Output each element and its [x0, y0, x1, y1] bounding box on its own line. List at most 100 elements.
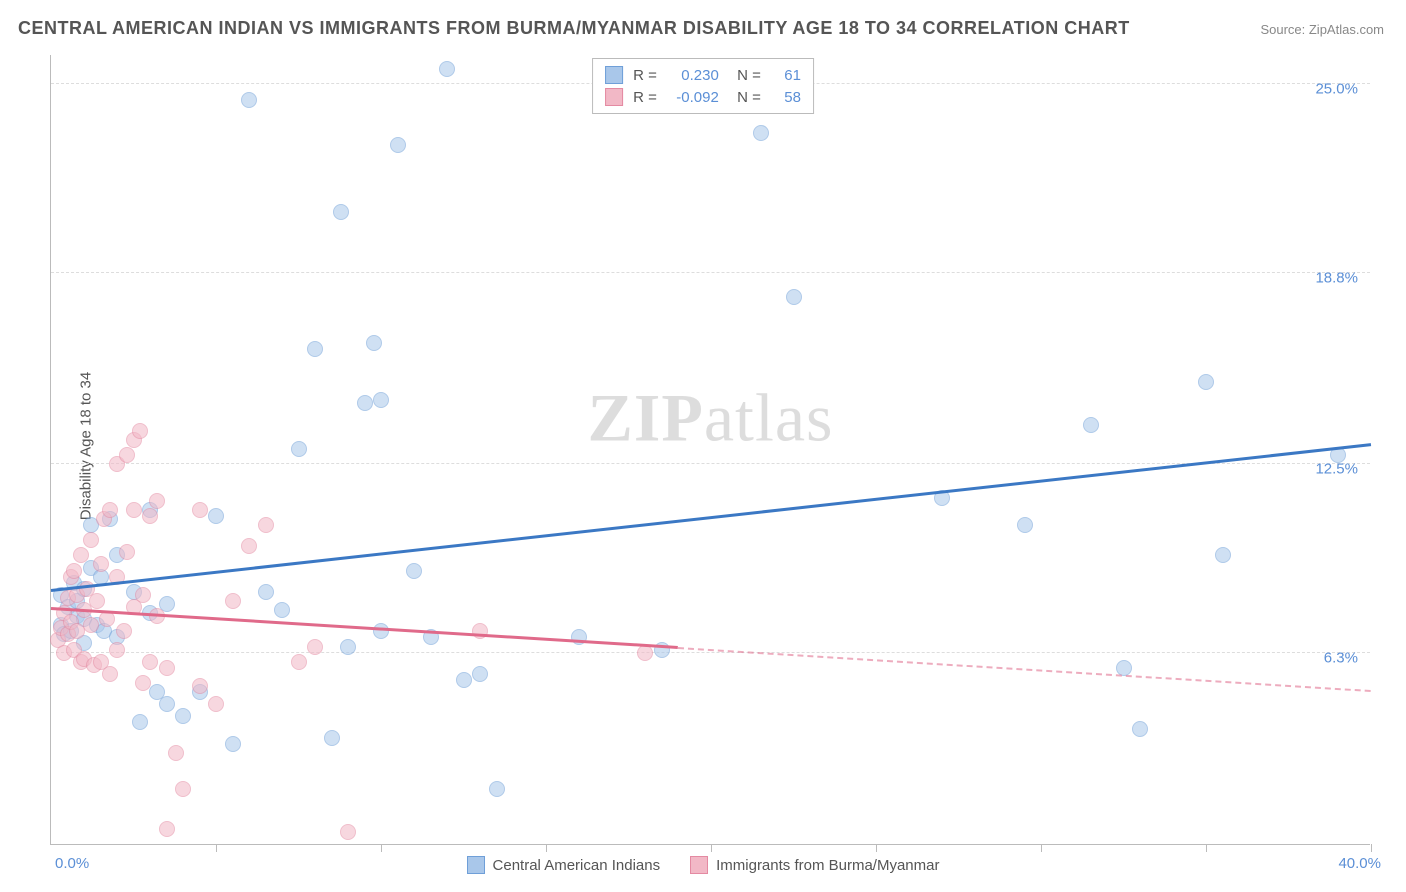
data-point: [102, 502, 118, 518]
x-tick: [876, 844, 877, 852]
data-point: [373, 623, 389, 639]
data-point: [366, 335, 382, 351]
data-point: [1083, 417, 1099, 433]
data-point: [324, 730, 340, 746]
x-tick: [1206, 844, 1207, 852]
data-point: [119, 544, 135, 560]
watermark-atlas: atlas: [704, 379, 834, 455]
data-point: [208, 696, 224, 712]
data-point: [340, 639, 356, 655]
trend-line: [51, 443, 1371, 592]
data-point: [73, 547, 89, 563]
legend-label: Central American Indians: [493, 857, 661, 874]
x-tick: [381, 844, 382, 852]
legend-r-label: R =: [633, 67, 657, 84]
data-point: [1017, 517, 1033, 533]
data-point: [1132, 721, 1148, 737]
data-point: [307, 639, 323, 655]
data-point: [258, 584, 274, 600]
data-point: [159, 821, 175, 837]
x-tick: [546, 844, 547, 852]
legend-n-label: N =: [729, 89, 761, 106]
data-point: [135, 587, 151, 603]
scatter-plot-area: ZIPatlas 6.3% 12.5% 18.8% 25.0%: [50, 55, 1370, 845]
legend-r-label: R =: [633, 89, 657, 106]
x-tick: [1371, 844, 1372, 852]
data-point: [102, 666, 118, 682]
data-point: [159, 696, 175, 712]
legend-label: Immigrants from Burma/Myanmar: [716, 857, 939, 874]
data-point: [159, 660, 175, 676]
data-point: [89, 593, 105, 609]
data-point: [175, 781, 191, 797]
data-point: [66, 563, 82, 579]
data-point: [1215, 547, 1231, 563]
data-point: [208, 508, 224, 524]
data-point: [132, 714, 148, 730]
legend-row-2: R = -0.092 N = 58: [605, 86, 801, 108]
data-point: [241, 92, 257, 108]
x-tick: [1041, 844, 1042, 852]
data-point: [225, 593, 241, 609]
data-point: [116, 623, 132, 639]
data-point: [456, 672, 472, 688]
data-point: [489, 781, 505, 797]
data-point: [93, 556, 109, 572]
data-point: [357, 395, 373, 411]
data-point: [274, 602, 290, 618]
y-tick-label: 6.3%: [1324, 649, 1358, 666]
legend-entry: Immigrants from Burma/Myanmar: [690, 856, 939, 874]
data-point: [241, 538, 257, 554]
trend-line: [51, 607, 678, 649]
legend-swatch-pink: [605, 88, 623, 106]
data-point: [786, 289, 802, 305]
legend-n-value: 58: [771, 89, 801, 106]
x-tick: [216, 844, 217, 852]
data-point: [126, 502, 142, 518]
data-point: [109, 642, 125, 658]
y-tick-label: 12.5%: [1315, 461, 1358, 478]
data-point: [406, 563, 422, 579]
legend-entry: Central American Indians: [467, 856, 661, 874]
data-point: [1198, 374, 1214, 390]
data-point: [373, 392, 389, 408]
y-tick-label: 18.8%: [1315, 269, 1358, 286]
data-point: [135, 675, 151, 691]
series-legend: Central American Indians Immigrants from…: [0, 856, 1406, 874]
watermark-zip: ZIP: [588, 379, 704, 455]
data-point: [192, 678, 208, 694]
trend-line: [678, 647, 1371, 692]
legend-swatch-blue: [605, 66, 623, 84]
legend-swatch: [467, 856, 485, 874]
legend-r-value: 0.230: [667, 67, 719, 84]
legend-row-1: R = 0.230 N = 61: [605, 64, 801, 86]
data-point: [307, 341, 323, 357]
data-point: [142, 508, 158, 524]
data-point: [132, 423, 148, 439]
data-point: [753, 125, 769, 141]
gridline: [51, 272, 1370, 273]
data-point: [142, 654, 158, 670]
legend-swatch: [690, 856, 708, 874]
legend-n-label: N =: [729, 67, 761, 84]
data-point: [149, 493, 165, 509]
gridline: [51, 652, 1370, 653]
correlation-legend: R = 0.230 N = 61 R = -0.092 N = 58: [592, 58, 814, 114]
data-point: [390, 137, 406, 153]
data-point: [168, 745, 184, 761]
data-point: [340, 824, 356, 840]
data-point: [472, 666, 488, 682]
chart-title: CENTRAL AMERICAN INDIAN VS IMMIGRANTS FR…: [18, 18, 1130, 39]
watermark: ZIPatlas: [588, 378, 834, 457]
data-point: [258, 517, 274, 533]
data-point: [119, 447, 135, 463]
source-label: Source: ZipAtlas.com: [1260, 22, 1384, 37]
data-point: [291, 441, 307, 457]
data-point: [333, 204, 349, 220]
legend-n-value: 61: [771, 67, 801, 84]
data-point: [225, 736, 241, 752]
y-tick-label: 25.0%: [1315, 81, 1358, 98]
x-tick: [711, 844, 712, 852]
data-point: [291, 654, 307, 670]
data-point: [175, 708, 191, 724]
